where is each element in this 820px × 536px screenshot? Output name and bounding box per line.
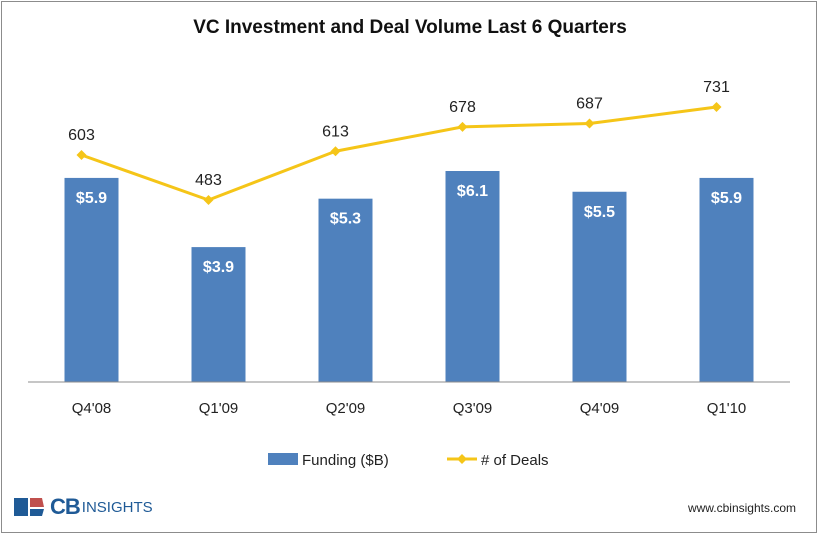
legend-deals-label: # of Deals xyxy=(481,452,549,469)
chart-title: VC Investment and Deal Volume Last 6 Qua… xyxy=(193,17,627,38)
deals-point-0 xyxy=(76,150,87,160)
x-tick-label-2: Q2'09 xyxy=(326,400,366,417)
funding-bar-label-3: $6.1 xyxy=(457,183,488,200)
cb-insights-logo: CB INSIGHTS xyxy=(12,494,153,520)
funding-bar-label-1: $3.9 xyxy=(203,259,234,276)
deals-point-4 xyxy=(584,118,595,129)
logo-text-cb: CB xyxy=(50,494,81,519)
funding-bar-4 xyxy=(572,191,627,382)
funding-bar-3 xyxy=(445,171,500,382)
funding-bar-2 xyxy=(318,198,373,382)
legend-deals-marker-icon xyxy=(457,454,467,464)
deals-point-label-3: 678 xyxy=(449,99,476,116)
x-tick-label-1: Q1'09 xyxy=(199,400,239,417)
deals-point-1 xyxy=(203,195,214,205)
funding-bar-label-4: $5.5 xyxy=(584,204,615,221)
logo-text-insights: INSIGHTS xyxy=(81,498,153,516)
deals-line-layer: 603 483 613 678 687 731 xyxy=(68,79,730,205)
funding-bar-label-0: $5.9 xyxy=(76,190,107,207)
deals-point-5 xyxy=(711,102,722,112)
x-tick-labels: Q4'08 Q1'09 Q2'09 Q3'09 Q4'09 Q1'10 xyxy=(72,400,747,417)
deals-point-label-0: 603 xyxy=(68,127,95,144)
funding-bar-5 xyxy=(699,177,754,382)
funding-bar-0 xyxy=(64,177,119,382)
legend: Funding ($B) # of Deals xyxy=(268,452,549,469)
deals-point-2 xyxy=(330,146,341,157)
cb-logo-icon xyxy=(14,498,44,516)
x-tick-label-3: Q3'09 xyxy=(453,400,493,417)
legend-funding-label: Funding ($B) xyxy=(302,452,389,469)
x-tick-label-0: Q4'08 xyxy=(72,400,112,417)
funding-bar-1 xyxy=(191,247,246,382)
deals-line xyxy=(80,105,717,202)
deals-point-label-4: 687 xyxy=(576,96,603,113)
bars-layer: $5.9 $3.9 $5.3 $6.1 $5.5 $5.9 xyxy=(64,171,754,382)
deals-point-label-1: 483 xyxy=(195,172,222,189)
deals-point-3 xyxy=(457,121,468,132)
deals-point-label-2: 613 xyxy=(322,123,349,140)
x-tick-label-5: Q1'10 xyxy=(707,400,747,417)
deals-point-label-5: 731 xyxy=(703,79,730,96)
footer-url: www.cbinsights.com xyxy=(687,501,796,515)
funding-bar-label-2: $5.3 xyxy=(330,211,361,228)
funding-bar-label-5: $5.9 xyxy=(711,190,742,207)
x-tick-label-4: Q4'09 xyxy=(580,400,620,417)
legend-funding-swatch xyxy=(268,453,298,465)
